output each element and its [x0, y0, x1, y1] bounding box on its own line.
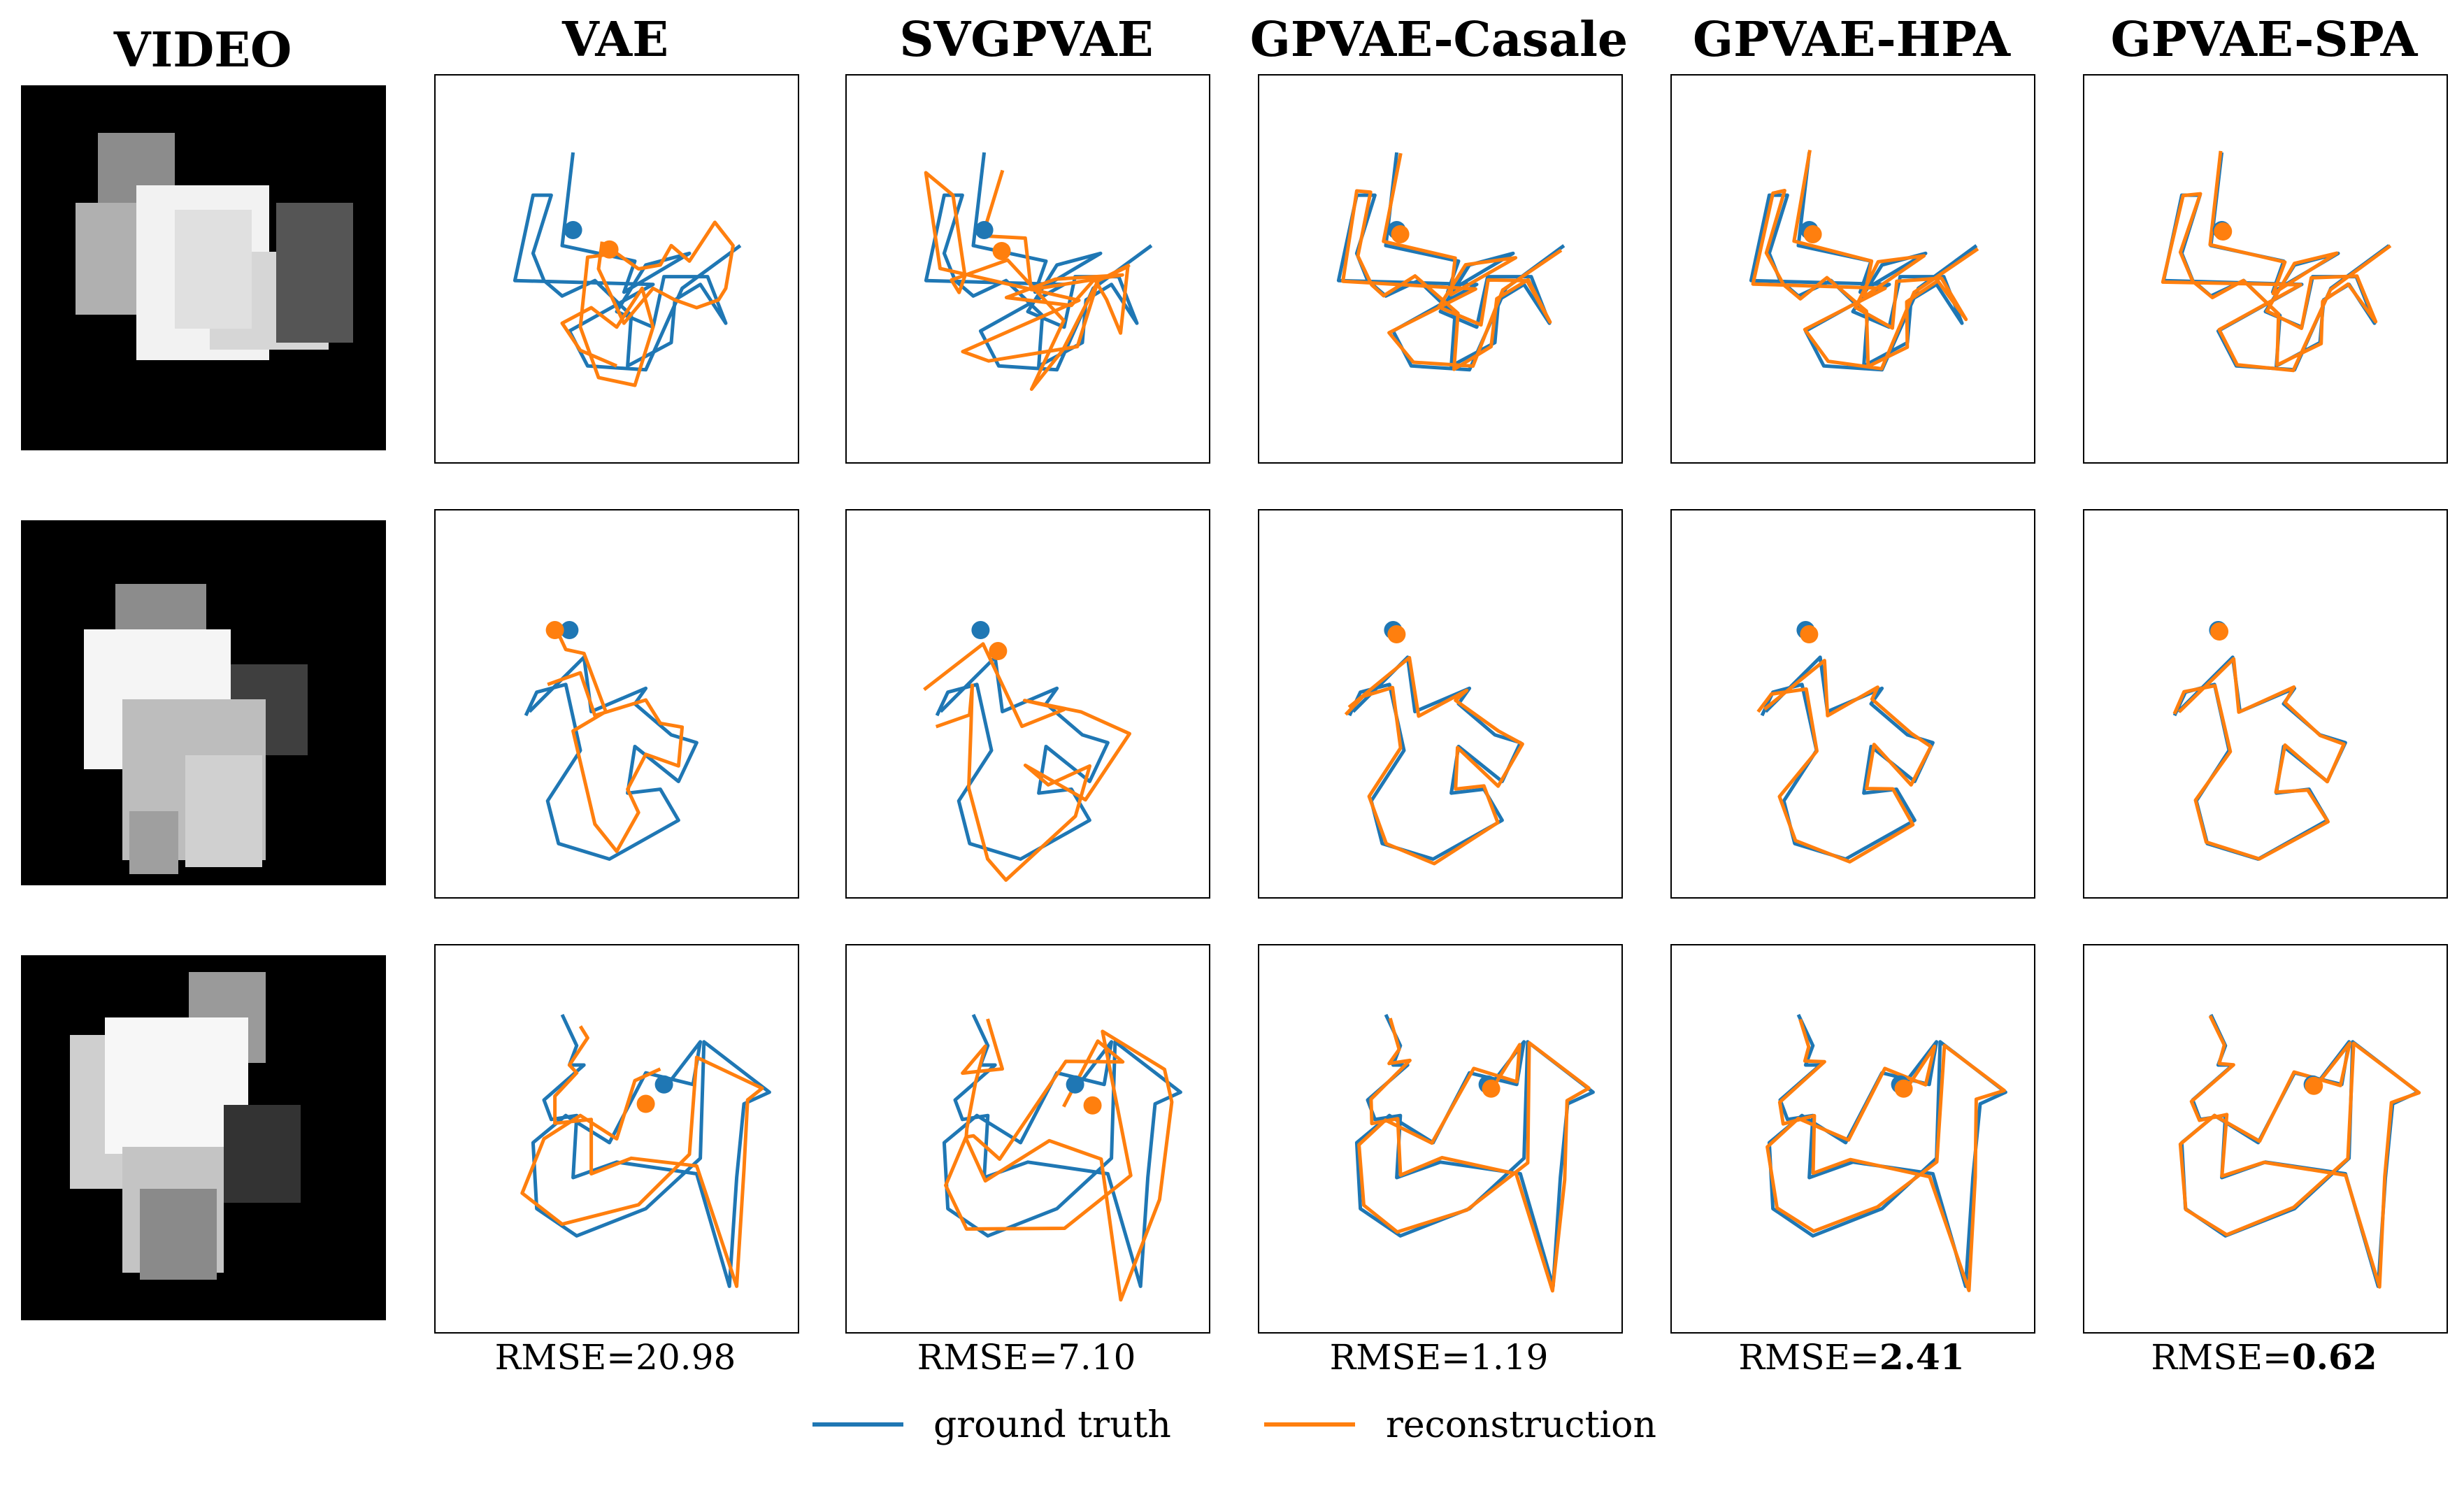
video-blobs [76, 133, 353, 360]
panel-gpvae-casale-row-3 [1258, 944, 1623, 1334]
reconstruction-line [520, 1025, 764, 1288]
reconstruction-start-point [2305, 1076, 2323, 1095]
panel-frame [1258, 944, 1623, 1334]
reconstruction-line [1756, 659, 1933, 864]
reconstruction-start-point [1800, 625, 1819, 644]
reconstruction-line [2161, 150, 2392, 373]
reconstruction-line [560, 220, 735, 387]
ground-truth-start-point [971, 621, 990, 640]
ground-truth-line [531, 1013, 771, 1288]
plot-panels [434, 74, 2448, 1334]
panel-frame [1670, 944, 2035, 1334]
column-title-vae: VAE [561, 12, 668, 68]
column-title-gpvae-spa: GPVAE-SPA [2111, 12, 2419, 68]
panel-vae-row-1 [434, 74, 799, 464]
reconstruction-start-point [545, 621, 564, 640]
panel-frame [2083, 74, 2448, 464]
reconstruction-line [1751, 150, 1979, 371]
rmse-gpvae-casale: RMSE=1.19 [1330, 1337, 1549, 1378]
video-column-title: VIDEO [113, 22, 292, 78]
video-blobs [70, 972, 301, 1280]
rmse-gpvae-hpa: RMSE=2.41 [1738, 1336, 1964, 1378]
panel-svgpvae-row-2 [845, 509, 1210, 899]
panel-frame [1670, 74, 2035, 464]
ground-truth-line [935, 655, 1110, 861]
rmse-gpvae-spa: RMSE=0.62 [2151, 1336, 2377, 1378]
reconstruction-start-point [1387, 625, 1406, 644]
ground-truth-start-point [654, 1075, 673, 1094]
reconstruction-start-point [1803, 224, 1822, 243]
ground-truth-start-point [1066, 1075, 1084, 1094]
reconstruction-start-point [992, 241, 1011, 260]
legend-label-reconstruction: reconstruction [1386, 1404, 1656, 1446]
panel-svgpvae-row-1 [845, 74, 1210, 464]
reconstruction-start-point [1482, 1079, 1500, 1098]
column-title-gpvae-casale: GPVAE-Casale [1250, 12, 1628, 68]
reconstruction-start-point [2210, 622, 2229, 641]
panel-vae-row-3 [434, 944, 799, 1334]
reconstruction-start-point [2214, 222, 2233, 241]
panel-gpvae-casale-row-1 [1258, 74, 1623, 464]
panel-gpvae-spa-row-3 [2083, 944, 2448, 1334]
panel-vae-row-2 [434, 509, 799, 899]
ground-truth-start-point [975, 221, 994, 239]
rmse-svgpvae: RMSE=7.10 [917, 1337, 1136, 1378]
reconstruction-line [923, 642, 1131, 882]
video-blobs [84, 584, 308, 874]
video-frame-row-2 [21, 520, 386, 885]
legend-label-ground-truth: ground truth [933, 1404, 1171, 1446]
panel-gpvae-spa-row-1 [2083, 74, 2448, 464]
reconstruction-line [2172, 657, 2346, 861]
reconstruction-start-point [1391, 224, 1410, 243]
reconstruction-line [2178, 1015, 2421, 1289]
panel-gpvae-spa-row-2 [2083, 509, 2448, 899]
panel-frame [434, 74, 799, 464]
reconstruction-line [1341, 152, 1563, 371]
ground-truth-line [1347, 655, 1522, 861]
reconstruction-start-point [1894, 1079, 1913, 1098]
panel-frame [1258, 74, 1623, 464]
reconstruction-start-point [989, 642, 1008, 661]
panel-gpvae-hpa-row-3 [1670, 944, 2035, 1334]
panel-gpvae-casale-row-2 [1258, 509, 1623, 899]
reconstruction-line [1344, 656, 1524, 866]
panel-frame [2083, 944, 2448, 1334]
reconstruction-line [1765, 1018, 2006, 1292]
panel-frame [845, 509, 1210, 899]
ground-truth-start-point [564, 221, 582, 239]
reconstruction-line [944, 1018, 1174, 1302]
reconstruction-line [1357, 1017, 1591, 1293]
panel-frame [434, 509, 799, 899]
column-title-svgpvae: SVGPVAE [899, 12, 1153, 68]
video-frame-row-3 [21, 955, 386, 1320]
reconstruction-line [547, 625, 685, 853]
ground-truth-line [513, 152, 742, 372]
reconstruction-line [924, 169, 1131, 391]
ground-truth-start-point [560, 621, 579, 640]
video-frame-row-1 [21, 85, 386, 450]
reconstruction-start-point [600, 240, 619, 259]
reconstruction-start-point [1083, 1096, 1102, 1115]
rmse-vae: RMSE=20.98 [495, 1337, 736, 1378]
panel-frame [845, 944, 1210, 1334]
legend: ground truth reconstruction [812, 1404, 1656, 1446]
reconstruction-start-point [636, 1094, 655, 1113]
panel-gpvae-hpa-row-2 [1670, 509, 2035, 899]
video-frames [21, 85, 386, 1320]
column-title-gpvae-hpa: GPVAE-HPA [1693, 12, 2011, 68]
panel-gpvae-hpa-row-1 [1670, 74, 2035, 464]
panel-frame [1670, 509, 2035, 899]
panel-svgpvae-row-3 [845, 944, 1210, 1334]
panel-frame [2083, 509, 2448, 899]
